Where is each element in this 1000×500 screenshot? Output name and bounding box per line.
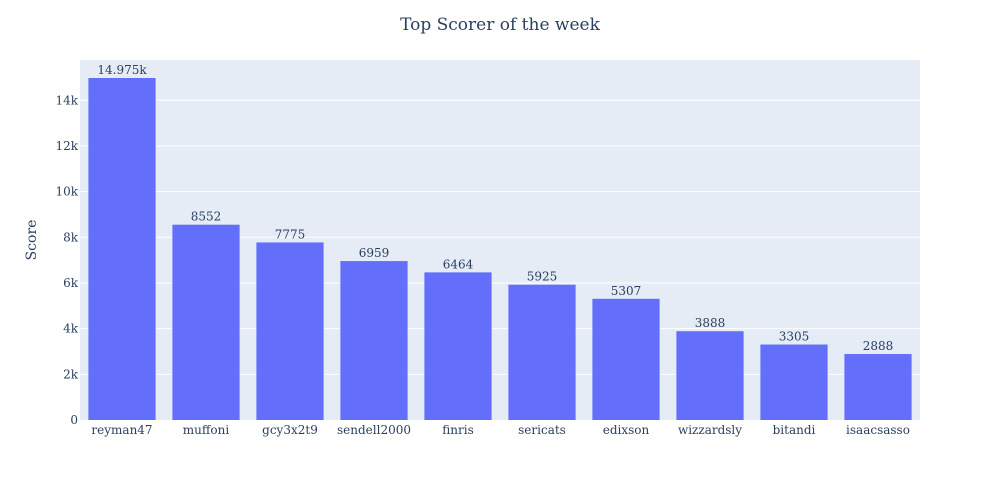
bars-layer xyxy=(88,77,912,420)
bar-value-label: 5925 xyxy=(527,270,558,284)
bar-value-label: 3888 xyxy=(695,316,726,330)
x-tick-label: bitandi xyxy=(773,423,816,437)
x-tick-label: isaacsasso xyxy=(846,423,910,437)
bar-value-label: 2888 xyxy=(863,339,894,353)
bar-wizzardsly[interactable] xyxy=(676,331,744,420)
x-tick-label: reyman47 xyxy=(91,423,152,437)
y-tick-label: 12k xyxy=(55,139,78,153)
bar-gcy3x2t9[interactable] xyxy=(256,242,324,420)
y-tick-label: 10k xyxy=(55,185,78,199)
x-tick-label: finris xyxy=(442,423,473,437)
bar-value-label: 3305 xyxy=(779,330,810,344)
value-labels-layer: 14.975k 8552 7775 6959 6464 5925 5307 3888 3305 2… xyxy=(97,63,893,353)
bar-sendell2000[interactable] xyxy=(340,261,408,420)
y-tick-label: 6k xyxy=(63,276,79,290)
x-tick-label: gcy3x2t9 xyxy=(262,423,318,437)
y-tick-label: 8k xyxy=(63,230,79,244)
bar-value-label: 6959 xyxy=(359,246,390,260)
bar-value-label: 14.975k xyxy=(97,63,147,77)
x-tick-label: edixson xyxy=(603,423,650,437)
y-tick-label: 0 xyxy=(70,413,78,427)
x-tick-label: muffoni xyxy=(183,423,230,437)
y-ticks-layer: 0 2k 4k 6k 8k 10k 12k 14k xyxy=(55,93,78,427)
bar-isaacsasso[interactable] xyxy=(844,354,912,420)
x-ticks-layer: reyman47 muffoni gcy3x2t9 sendell2000 finris… xyxy=(91,423,910,437)
bar-value-label: 6464 xyxy=(443,257,474,271)
y-tick-label: 14k xyxy=(55,93,78,107)
y-tick-label: 2k xyxy=(63,367,79,381)
bar-finris[interactable] xyxy=(424,272,492,420)
x-tick-label: sendell2000 xyxy=(337,423,411,437)
bar-value-label: 8552 xyxy=(191,210,222,224)
y-axis-label: Score xyxy=(24,220,40,261)
x-tick-label: sericats xyxy=(518,423,566,437)
bar-edixson[interactable] xyxy=(592,298,660,420)
y-tick-label: 4k xyxy=(63,322,79,336)
bar-sericats[interactable] xyxy=(508,284,576,420)
bar-value-label: 7775 xyxy=(275,227,306,241)
x-tick-label: wizzardsly xyxy=(678,423,742,437)
bar-muffoni[interactable] xyxy=(172,224,240,420)
chart-title: Top Scorer of the week xyxy=(400,15,601,35)
bar-reyman47[interactable] xyxy=(88,77,156,420)
bar-value-label: 5307 xyxy=(611,284,642,298)
bar-bitandi[interactable] xyxy=(760,344,828,420)
